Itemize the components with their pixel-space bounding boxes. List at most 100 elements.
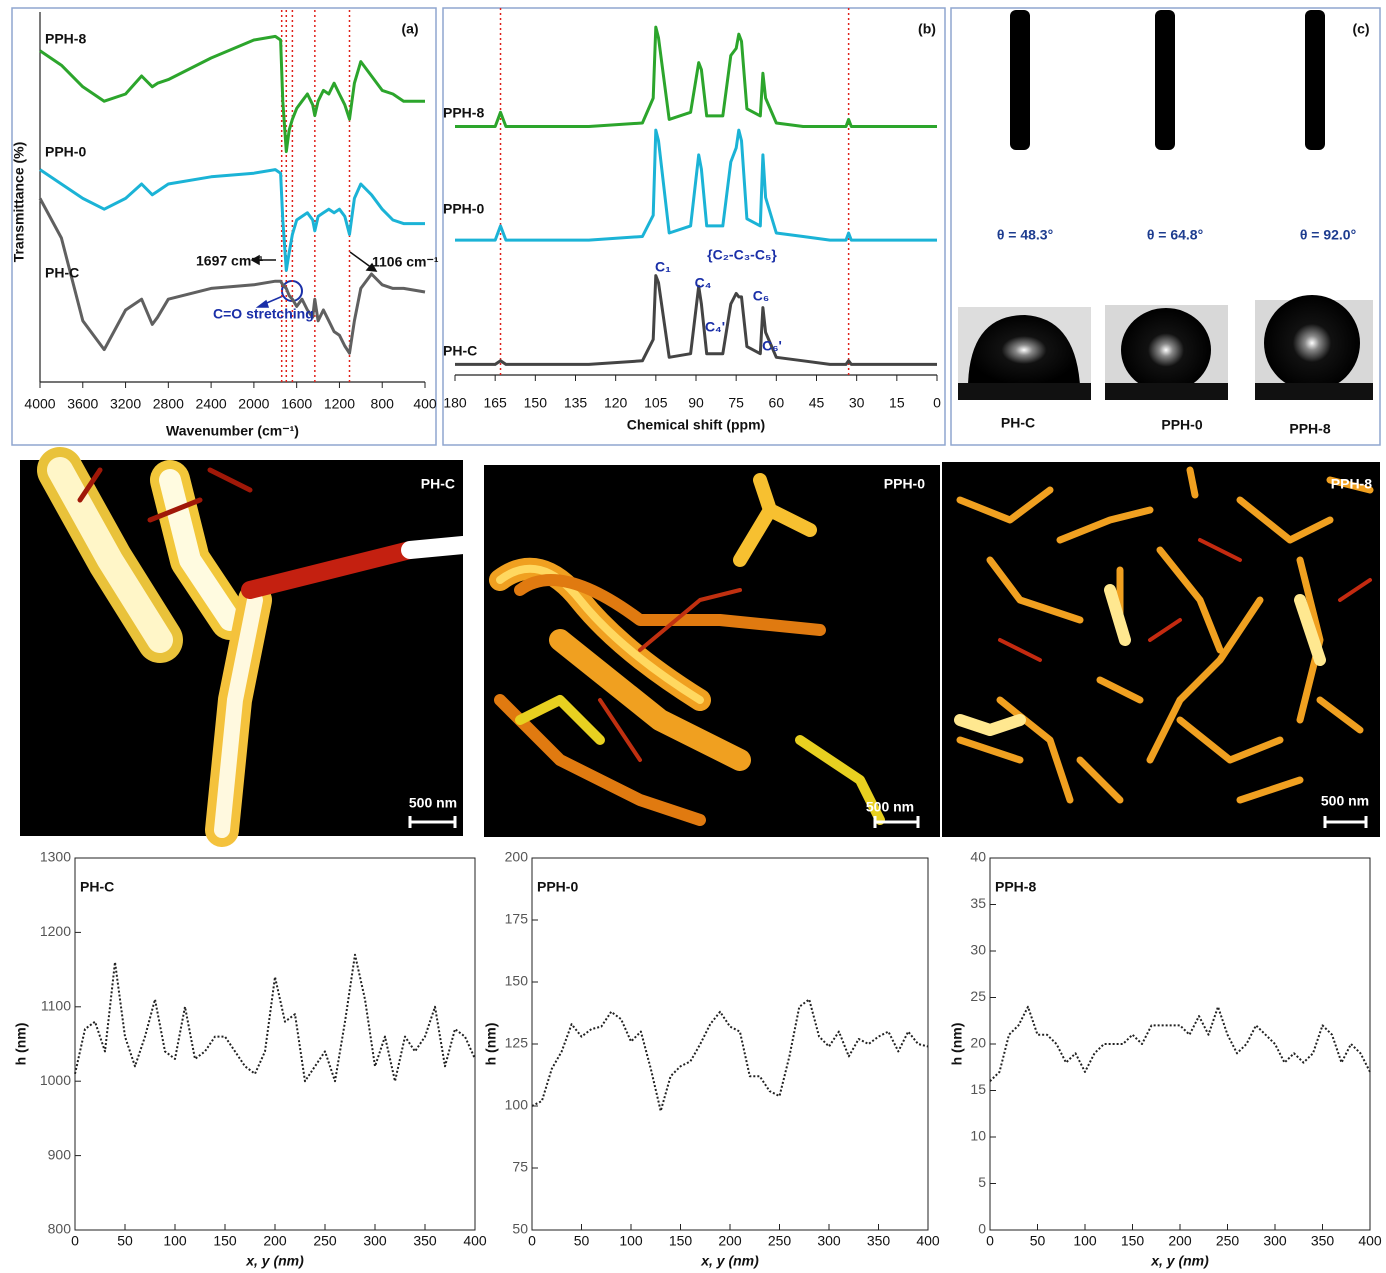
x-tick-label: 2400 (196, 396, 227, 412)
data-line (40, 36, 425, 151)
scale-bar-label: 500 nm (866, 799, 914, 815)
chart-title: PPH-0 (537, 879, 578, 895)
x-tick-label: 135 (564, 395, 588, 411)
data-line (455, 130, 937, 240)
annotation: C₄' (705, 319, 725, 335)
x-tick-label: 3600 (67, 396, 98, 412)
x-tick-label: 200 (263, 1233, 287, 1249)
x-tick-label: 50 (117, 1233, 133, 1249)
x-tick-label: 300 (1263, 1233, 1287, 1249)
x-tick-label: 300 (363, 1233, 387, 1249)
scale-bar-label: 500 nm (1321, 793, 1369, 809)
x-tick-label: 150 (1121, 1233, 1145, 1249)
y-tick-label: 10 (970, 1128, 986, 1144)
afm-label: PPH-8 (1331, 476, 1372, 492)
x-tick-label: 250 (768, 1233, 792, 1249)
x-tick-label: 800 (371, 396, 395, 412)
x-tick-label: 350 (1311, 1233, 1335, 1249)
page: {"chart_data": [ {"type": "line", "panel… (0, 0, 1386, 1273)
contact-angle: θ = 64.8° (1147, 227, 1203, 243)
x-tick-label: 350 (413, 1233, 437, 1249)
x-tick-label: 300 (817, 1233, 841, 1249)
annotation: 1106 cm⁻¹ (372, 254, 439, 270)
contact-angle: θ = 92.0° (1300, 227, 1356, 243)
x-axis-label: x, y (nm) (245, 1253, 304, 1269)
sample-label: PH-C (1001, 415, 1035, 431)
annotation: C₆' (762, 338, 782, 354)
y-tick-label: 30 (970, 942, 986, 958)
x-tick-label: 350 (867, 1233, 891, 1249)
series-label: PPH-8 (45, 31, 86, 47)
x-tick-label: 105 (644, 395, 668, 411)
x-tick-label: 400 (1358, 1233, 1382, 1249)
x-tick-label: 120 (604, 395, 628, 411)
series-label: PPH-0 (45, 144, 86, 160)
series-label: PH-C (443, 343, 477, 359)
panel-label: (b) (918, 21, 936, 37)
x-tick-label: 2000 (238, 396, 269, 412)
annotation: 1697 cm⁻¹ (196, 253, 264, 269)
x-tick-label: 75 (728, 395, 744, 411)
figure: (c) θ = 48.3° θ = 64.8° θ = 92.0° PH-C P… (0, 0, 1386, 1273)
x-axis-label: x, y (nm) (700, 1253, 759, 1269)
x-tick-label: 250 (1216, 1233, 1240, 1249)
x-tick-label: 2800 (153, 396, 184, 412)
x-tick-label: 45 (809, 395, 825, 411)
y-tick-label: 1100 (41, 998, 71, 1014)
x-tick-label: 0 (71, 1233, 79, 1249)
afm-label: PH-C (421, 476, 455, 492)
annotation: {C₂-C₃-C₅} (707, 247, 777, 263)
y-tick-label: 5 (978, 1174, 986, 1190)
data-line (40, 198, 425, 353)
x-tick-label: 100 (1073, 1233, 1097, 1249)
x-axis-label: x, y (nm) (1150, 1253, 1209, 1269)
y-tick-label: 900 (48, 1146, 72, 1162)
x-tick-label: 400 (463, 1233, 487, 1249)
panel-frame (12, 8, 436, 445)
panel-label: (a) (401, 21, 418, 37)
panel-label: (c) (1352, 21, 1369, 37)
y-tick-label: 1000 (40, 1072, 71, 1088)
x-tick-label: 165 (483, 395, 507, 411)
annotation: C=O stretching (213, 306, 314, 322)
sample-label: PPH-0 (1161, 417, 1202, 433)
x-tick-label: 50 (1030, 1233, 1046, 1249)
plot-frame (532, 858, 928, 1230)
y-tick-label: 40 (970, 849, 986, 865)
data-line (75, 955, 475, 1081)
x-tick-label: 100 (619, 1233, 643, 1249)
x-tick-label: 250 (313, 1233, 337, 1249)
x-tick-label: 60 (769, 395, 785, 411)
y-tick-label: 150 (505, 973, 529, 989)
x-tick-label: 200 (1168, 1233, 1192, 1249)
y-tick-label: 15 (970, 1081, 986, 1097)
y-axis-label: h (nm) (483, 1023, 499, 1066)
x-tick-label: 180 (443, 395, 467, 411)
y-tick-label: 125 (505, 1035, 529, 1051)
x-axis-label: Chemical shift (ppm) (627, 417, 765, 433)
x-tick-label: 3200 (110, 396, 141, 412)
chart-title: PPH-8 (995, 879, 1036, 895)
series-label: PPH-0 (443, 201, 484, 217)
y-tick-label: 100 (505, 1097, 529, 1113)
afm-image (20, 460, 1380, 837)
sample-label: PPH-8 (1289, 421, 1330, 437)
x-tick-label: 50 (574, 1233, 590, 1249)
data-line (532, 999, 928, 1111)
y-tick-label: 200 (505, 849, 529, 865)
y-tick-label: 20 (970, 1035, 986, 1051)
y-axis-label: Transmittance (%) (11, 142, 27, 263)
y-tick-label: 1200 (40, 923, 71, 939)
plot-frame (990, 858, 1370, 1230)
chart-title: PH-C (80, 879, 114, 895)
contact-angle: θ = 48.3° (997, 227, 1053, 243)
y-tick-label: 0 (978, 1221, 986, 1237)
x-tick-label: 0 (528, 1233, 536, 1249)
series-label: PH-C (45, 265, 79, 281)
x-tick-label: 150 (213, 1233, 237, 1249)
x-tick-label: 200 (718, 1233, 742, 1249)
annotation: C₄ (695, 275, 712, 291)
x-tick-label: 0 (986, 1233, 994, 1249)
contact-angle-images (958, 10, 1373, 400)
y-tick-label: 175 (505, 911, 529, 927)
